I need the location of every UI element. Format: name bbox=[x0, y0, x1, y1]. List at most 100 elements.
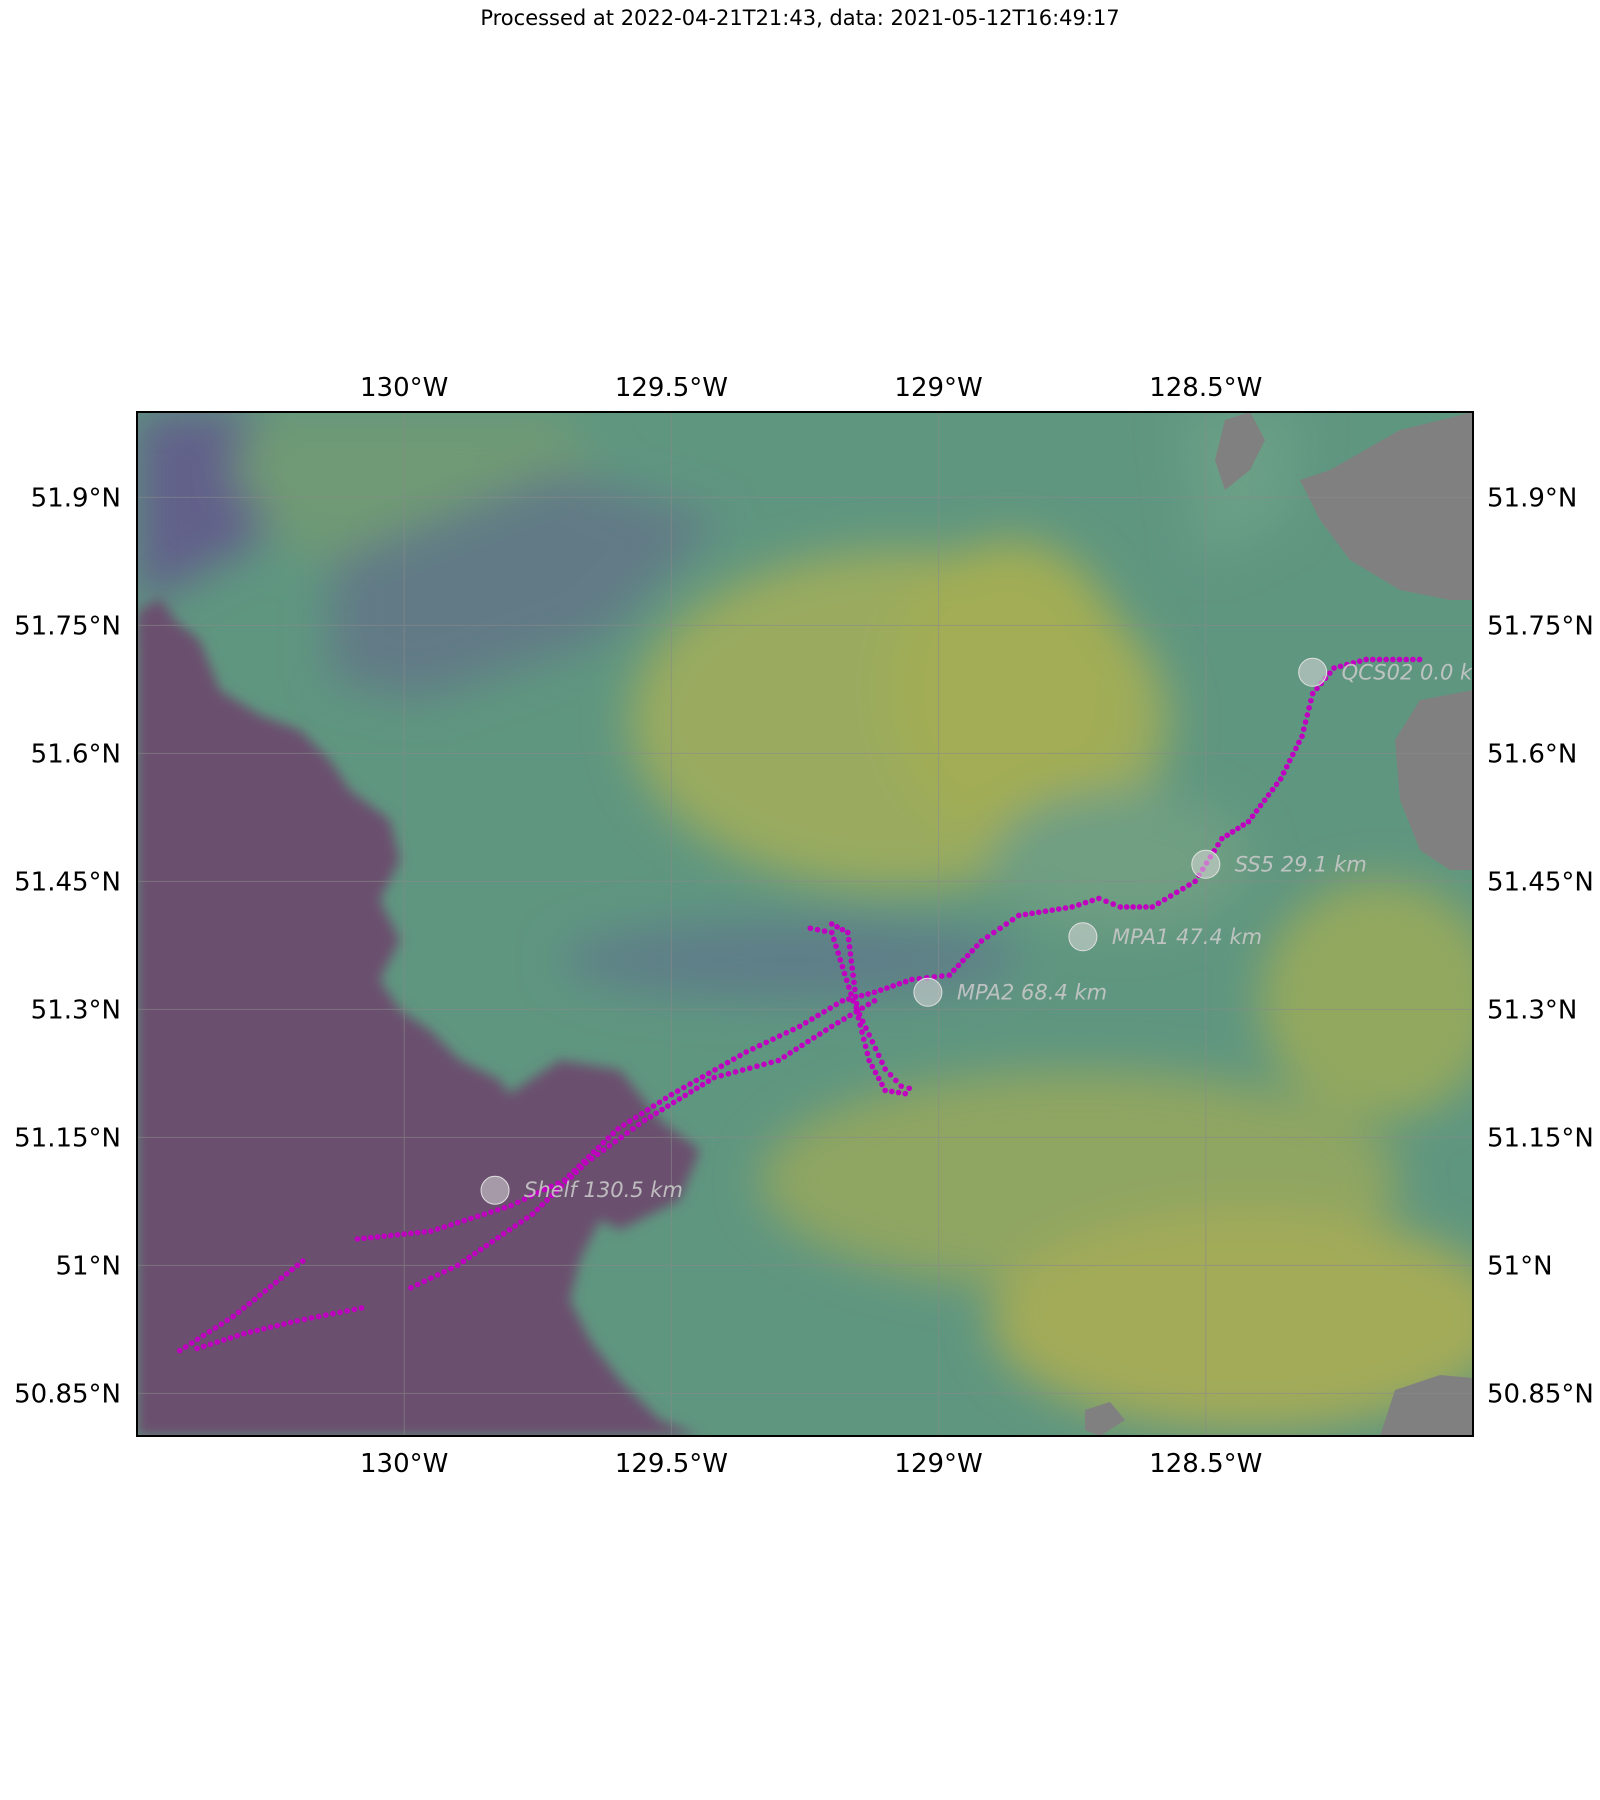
track-point bbox=[207, 1341, 214, 1348]
track-point bbox=[845, 936, 852, 943]
track-point bbox=[1192, 878, 1198, 885]
station-label: SS5 29.1 km bbox=[1235, 852, 1367, 876]
bathymetry-layer bbox=[137, 412, 1473, 1436]
track-point bbox=[414, 1229, 421, 1236]
track-point bbox=[839, 998, 846, 1004]
station-marker bbox=[1068, 922, 1098, 952]
track-point bbox=[1155, 900, 1162, 907]
track-point bbox=[674, 1088, 681, 1094]
track-point bbox=[194, 1336, 201, 1343]
track-point bbox=[299, 1258, 306, 1264]
lon-tick-label-top: 128.5°W bbox=[1149, 373, 1262, 403]
lat-tick-label-left: 51.15°N bbox=[14, 1123, 121, 1153]
lat-tick-label-left: 51.3°N bbox=[31, 995, 121, 1025]
track-point bbox=[869, 1063, 876, 1070]
track-point bbox=[1056, 906, 1062, 912]
track-point bbox=[705, 1078, 712, 1084]
track-point bbox=[315, 1313, 322, 1320]
track-point bbox=[1215, 841, 1221, 848]
track-point bbox=[1337, 663, 1344, 670]
track-point bbox=[712, 1066, 718, 1073]
track-point bbox=[756, 1042, 763, 1049]
track-point bbox=[887, 1071, 894, 1078]
track-point bbox=[871, 989, 878, 996]
track-point bbox=[869, 1038, 876, 1045]
track-point bbox=[1356, 658, 1363, 664]
track-point bbox=[833, 1001, 840, 1008]
track-point bbox=[448, 1222, 454, 1228]
land-layer bbox=[1085, 412, 1473, 1436]
track-point bbox=[1410, 656, 1416, 663]
track-point bbox=[844, 929, 851, 936]
track-point bbox=[548, 1183, 554, 1190]
track-point bbox=[670, 1099, 677, 1106]
track-point bbox=[512, 1223, 518, 1229]
track-point bbox=[518, 1219, 524, 1225]
track-point bbox=[828, 1023, 835, 1030]
track-point bbox=[763, 1039, 770, 1046]
track-point bbox=[964, 952, 971, 959]
track-point bbox=[273, 1279, 279, 1286]
lat-tick-label-right: 51.75°N bbox=[1487, 611, 1594, 641]
track-point bbox=[1383, 656, 1389, 663]
track-point bbox=[636, 1121, 642, 1128]
track-point bbox=[693, 1085, 700, 1092]
track-point bbox=[1089, 897, 1096, 904]
track-point bbox=[1029, 910, 1035, 917]
track-point bbox=[595, 1144, 602, 1151]
track-point bbox=[865, 1001, 872, 1008]
track-point bbox=[656, 1099, 663, 1106]
track-point bbox=[984, 934, 991, 940]
track-point bbox=[188, 1340, 195, 1346]
track-point bbox=[882, 1066, 888, 1072]
track-point bbox=[882, 1087, 888, 1094]
track-point bbox=[805, 1038, 811, 1045]
track-point bbox=[817, 1031, 823, 1037]
track-point bbox=[739, 1067, 746, 1073]
track-point bbox=[227, 1335, 234, 1341]
track-point bbox=[1042, 908, 1049, 914]
track-point bbox=[1224, 832, 1230, 839]
track-point bbox=[859, 1029, 865, 1035]
track-point bbox=[553, 1188, 560, 1194]
track-point bbox=[354, 1236, 361, 1242]
track-point bbox=[1136, 904, 1143, 910]
track-point bbox=[718, 1063, 725, 1070]
track-point bbox=[500, 1231, 507, 1237]
track-point bbox=[902, 1090, 908, 1097]
track-point bbox=[555, 1180, 561, 1186]
track-point bbox=[866, 1032, 872, 1038]
track-point bbox=[241, 1305, 247, 1311]
track-point bbox=[241, 1330, 247, 1337]
track-point bbox=[931, 974, 938, 980]
track-point bbox=[466, 1254, 472, 1261]
track-point bbox=[434, 1272, 441, 1278]
lat-tick-label-left: 50.85°N bbox=[14, 1379, 121, 1409]
track-point bbox=[822, 1027, 829, 1033]
track-point bbox=[1240, 822, 1247, 828]
track-point bbox=[871, 998, 878, 1004]
track-point bbox=[781, 1053, 788, 1060]
track-point bbox=[1082, 899, 1089, 906]
track-point bbox=[846, 996, 852, 1002]
station-marker bbox=[1298, 657, 1328, 687]
track-point bbox=[638, 1110, 645, 1117]
track-point bbox=[1049, 907, 1055, 913]
track-point bbox=[859, 1005, 866, 1011]
track-point bbox=[194, 1345, 200, 1352]
track-point bbox=[1149, 904, 1156, 910]
track-point bbox=[1219, 835, 1225, 842]
track-point bbox=[1273, 781, 1280, 788]
track-point bbox=[875, 1075, 882, 1082]
track-point bbox=[600, 1147, 607, 1153]
track-point bbox=[699, 1081, 706, 1088]
track-point bbox=[394, 1231, 401, 1238]
track-point bbox=[814, 926, 821, 933]
track-point bbox=[434, 1226, 441, 1232]
track-point bbox=[201, 1343, 207, 1350]
track-point bbox=[262, 1288, 269, 1294]
lat-tick-label-right: 51.15°N bbox=[1487, 1123, 1594, 1153]
track-point bbox=[1290, 751, 1296, 758]
track-point bbox=[1396, 656, 1403, 663]
